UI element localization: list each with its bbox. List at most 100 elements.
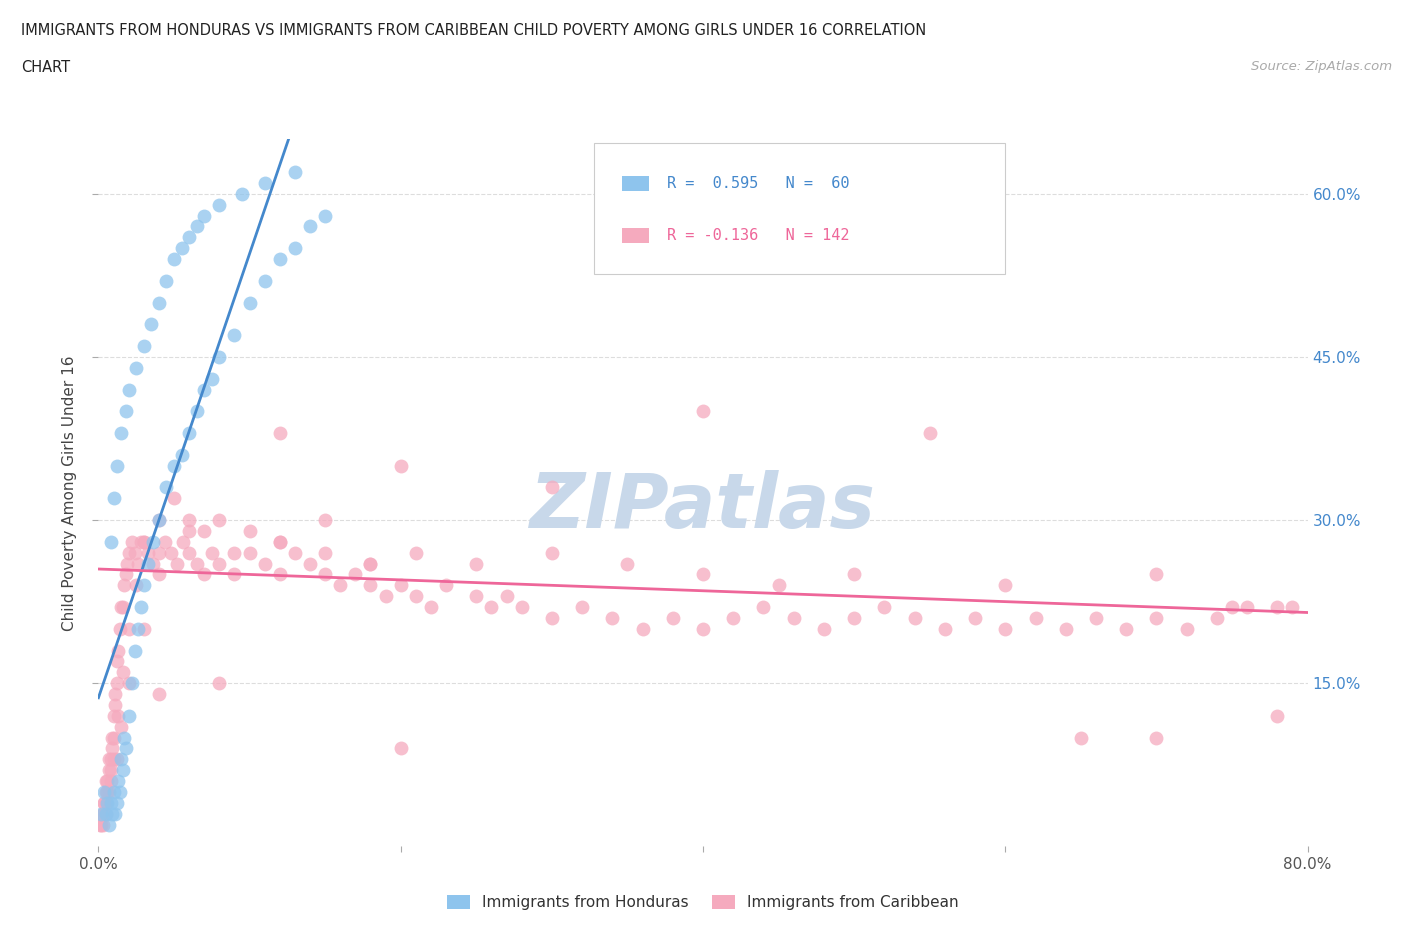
Point (121, 535, 143, 550)
Point (118, 709, 141, 724)
Point (103, 751, 125, 766)
Point (965, 610, 987, 625)
Point (100, 763, 122, 777)
Text: R = -0.136   N = 142: R = -0.136 N = 142 (666, 228, 849, 243)
Point (481, 600, 503, 615)
Point (1144, 730, 1167, 745)
Point (155, 273, 177, 288)
Point (118, 545, 141, 560)
Point (314, 567, 336, 582)
FancyBboxPatch shape (595, 143, 1005, 273)
Point (269, 535, 291, 550)
Point (163, 491, 186, 506)
Point (111, 665, 134, 680)
Point (132, 621, 155, 636)
Point (179, 230, 201, 245)
Point (360, 556, 382, 571)
Text: ZIPatlas: ZIPatlas (530, 470, 876, 544)
Point (148, 545, 170, 560)
Point (844, 567, 866, 582)
Point (179, 426, 201, 441)
Point (136, 556, 159, 571)
Point (114, 567, 136, 582)
Point (179, 524, 201, 538)
Point (844, 610, 866, 625)
Point (93, 795, 115, 810)
Point (208, 350, 231, 365)
Legend: Immigrants from Honduras, Immigrants from Caribbean: Immigrants from Honduras, Immigrants fro… (441, 889, 965, 916)
Point (389, 458, 412, 473)
Point (224, 327, 246, 342)
Point (103, 730, 125, 745)
Point (148, 686, 170, 701)
Point (389, 741, 412, 756)
Point (103, 785, 125, 800)
Point (465, 556, 488, 571)
Point (602, 610, 624, 625)
FancyBboxPatch shape (621, 176, 648, 192)
Point (104, 806, 127, 821)
Point (108, 621, 131, 636)
Point (94, 795, 117, 810)
Point (1281, 600, 1303, 615)
Point (136, 545, 159, 560)
Point (1267, 600, 1289, 615)
Point (110, 600, 132, 615)
Point (269, 426, 291, 441)
Point (163, 458, 186, 473)
Point (314, 545, 336, 560)
Point (160, 545, 183, 560)
Point (360, 556, 382, 571)
Point (118, 676, 141, 691)
Point (314, 512, 336, 527)
Point (96, 774, 118, 789)
Point (873, 600, 896, 615)
Point (179, 545, 201, 560)
Point (141, 317, 163, 332)
Point (692, 404, 714, 418)
Point (100, 795, 122, 810)
Point (239, 524, 262, 538)
Point (193, 524, 215, 538)
Point (918, 426, 941, 441)
Point (994, 578, 1017, 592)
Point (813, 621, 835, 636)
Point (129, 535, 152, 550)
Point (284, 545, 307, 560)
Point (692, 621, 714, 636)
Point (253, 273, 276, 288)
Point (101, 730, 124, 745)
Point (111, 763, 134, 777)
Point (98, 763, 121, 777)
Point (201, 371, 224, 386)
Point (269, 567, 291, 582)
Point (1144, 567, 1167, 582)
Point (105, 458, 128, 473)
Point (114, 404, 136, 418)
Point (100, 535, 122, 550)
Point (132, 535, 155, 550)
Point (1220, 600, 1243, 615)
Point (148, 567, 170, 582)
Point (148, 512, 170, 527)
Point (631, 621, 654, 636)
Point (405, 589, 427, 604)
Text: Source: ZipAtlas.com: Source: ZipAtlas.com (1251, 60, 1392, 73)
Point (104, 686, 127, 701)
Point (105, 654, 128, 669)
Point (540, 610, 562, 625)
Point (91, 817, 114, 832)
Point (107, 644, 129, 658)
Point (112, 578, 135, 592)
Point (142, 535, 165, 550)
Point (510, 600, 533, 615)
Point (692, 567, 714, 582)
Point (1024, 610, 1046, 625)
Point (132, 578, 155, 592)
Point (1070, 730, 1092, 745)
Point (299, 556, 322, 571)
Point (239, 295, 262, 310)
Point (231, 186, 253, 201)
Point (344, 567, 367, 582)
Point (94, 785, 117, 800)
